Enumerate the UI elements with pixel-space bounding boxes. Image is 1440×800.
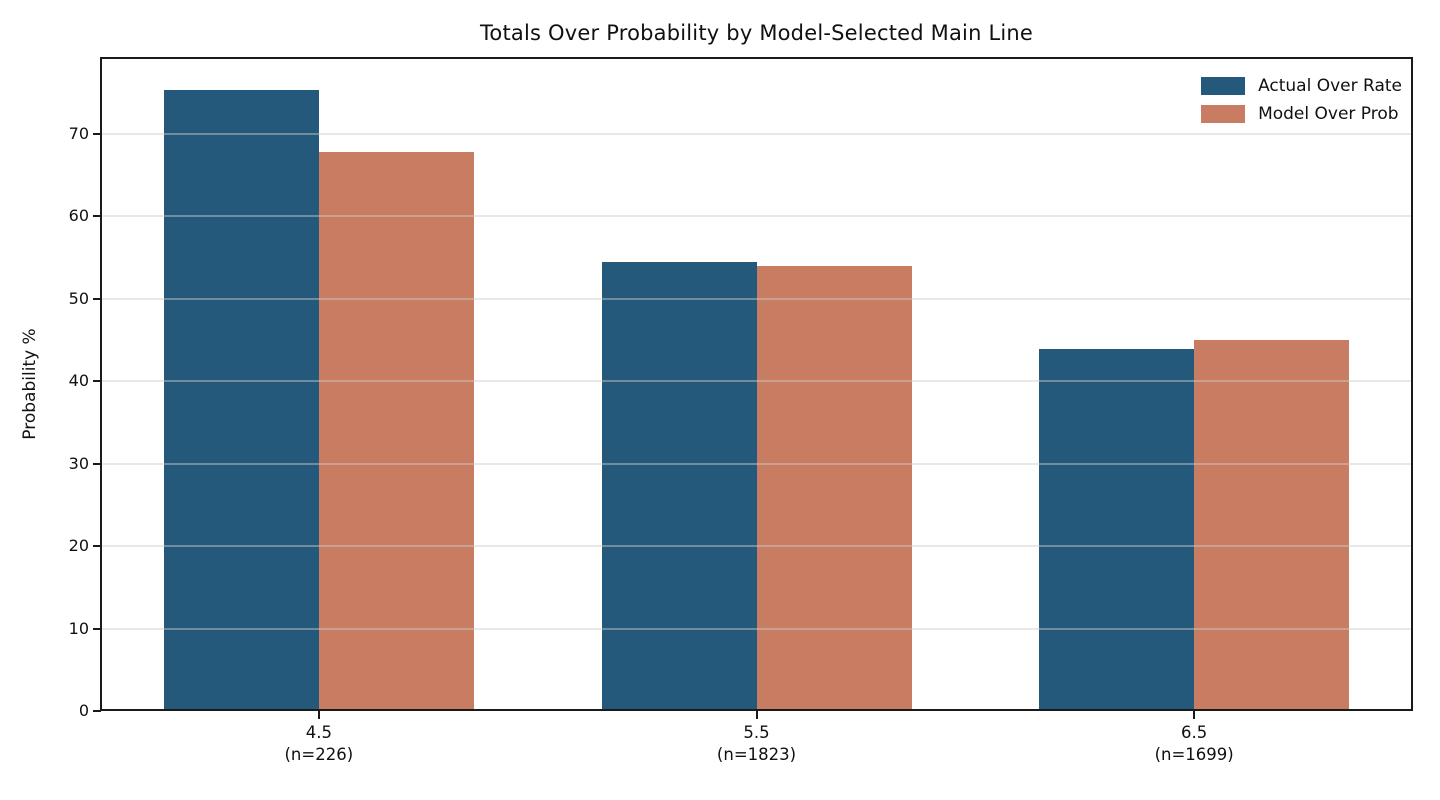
y-tick-mark: [93, 710, 101, 712]
y-tick-mark: [93, 380, 101, 383]
legend-swatch-actual-over-rate: [1201, 77, 1246, 95]
y-gridline: [100, 297, 1413, 300]
x-tick-sample-size: (n=226): [284, 745, 354, 765]
x-tick-sample-size: (n=1823): [716, 745, 797, 765]
y-tick-mark: [93, 627, 101, 630]
y-tick-label: 10: [68, 618, 89, 638]
x-tick-sample-size: (n=1699): [1154, 745, 1234, 765]
x-tick-line-value: 4.5: [305, 723, 332, 742]
legend-item-actual-over-rate: Actual Over Rate: [1201, 76, 1402, 96]
x-tick-mark: [755, 711, 758, 719]
plot-area: Actual Over Rate Model Over Prob: [100, 57, 1413, 711]
x-tick-line-value: 5.5: [743, 723, 770, 742]
bar-actual-over-rate: [1039, 348, 1195, 711]
y-tick-label: 20: [68, 536, 89, 556]
legend-label-model-over-prob: Model Over Prob: [1258, 104, 1399, 124]
bar-model-over-prob: [1194, 339, 1350, 711]
bar-actual-over-rate: [163, 90, 319, 711]
y-gridline: [100, 380, 1413, 383]
x-tick-label: 4.5 (n=226): [209, 722, 429, 767]
y-gridline: [100, 627, 1413, 630]
legend-swatch-model-over-prob: [1201, 105, 1246, 123]
x-tick-line-value: 6.5: [1181, 723, 1208, 742]
x-tick-label: 5.5 (n=1823): [647, 722, 867, 767]
y-tick-label: 50: [68, 288, 89, 308]
y-gridline: [100, 132, 1413, 135]
y-tick-mark: [93, 462, 101, 465]
y-tick-label: 60: [68, 206, 89, 226]
y-tick-mark: [93, 132, 101, 135]
bar-actual-over-rate: [601, 261, 757, 711]
bars-layer: [100, 57, 1413, 711]
y-gridline: [100, 462, 1413, 465]
x-tick-mark: [317, 711, 320, 719]
chart-title: Totals Over Probability by Model-Selecte…: [479, 21, 1034, 45]
y-tick-mark: [93, 545, 101, 548]
grid-layer: [100, 57, 1413, 711]
bar-model-over-prob: [756, 265, 912, 711]
y-gridline: [100, 215, 1413, 218]
y-tick-mark: [93, 297, 101, 300]
y-tick-mark: [93, 215, 101, 218]
bar-model-over-prob: [318, 151, 474, 711]
y-tick-label: 40: [68, 371, 89, 391]
y-tick-label: 30: [68, 453, 89, 473]
y-tick-label: 0: [78, 701, 89, 720]
legend-label-actual-over-rate: Actual Over Rate: [1258, 76, 1402, 96]
x-tick-mark: [1193, 711, 1196, 719]
y-gridline: [100, 545, 1413, 548]
legend-item-model-over-prob: Model Over Prob: [1201, 104, 1402, 124]
x-tick-label: 6.5 (n=1699): [1084, 722, 1304, 767]
legend: Actual Over Rate Model Over Prob: [1201, 76, 1402, 124]
y-tick-label: 70: [68, 123, 89, 143]
